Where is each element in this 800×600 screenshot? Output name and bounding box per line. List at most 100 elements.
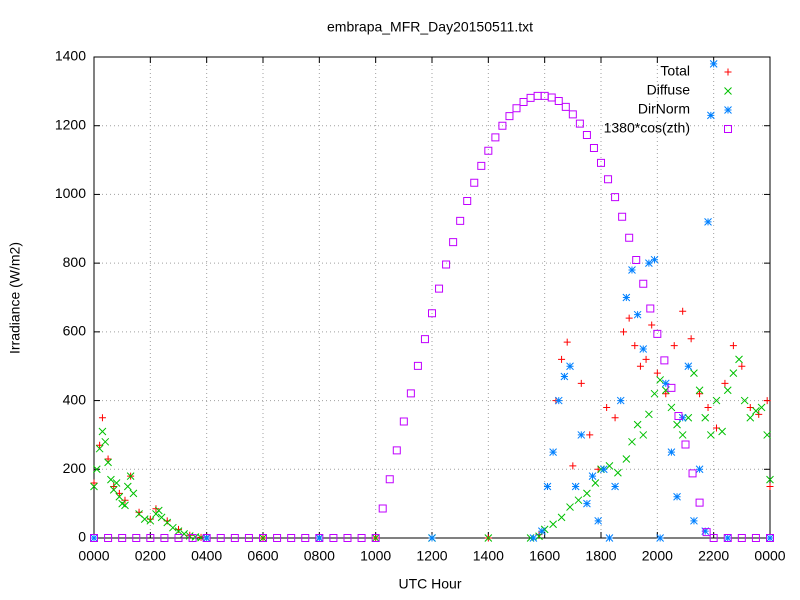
data-point [202,534,211,542]
data-point [721,379,729,387]
data-point [645,259,653,267]
data-point [690,516,698,525]
data-point [735,355,743,364]
data-point [216,534,225,542]
data-point [622,455,631,463]
y-tick-label: 1000 [55,185,86,201]
data-point [529,534,538,542]
data-point [123,482,132,491]
data-point [98,414,106,422]
data-point [706,431,715,439]
data-point [519,98,528,107]
data-point [115,492,124,501]
data-point [766,475,774,484]
data-point [599,465,608,474]
data-point [112,479,121,487]
data-point [329,534,338,542]
data-point [684,362,693,371]
data-point [357,534,366,542]
data-point [622,293,631,302]
data-point [611,482,619,491]
data-point [625,314,633,322]
data-point [701,527,710,535]
data-point [104,534,113,542]
data-point [574,496,583,505]
data-point [121,501,129,510]
y-tick-label: 400 [63,391,87,407]
data-point [709,60,718,68]
data-point [90,479,98,487]
x-tick-label: 1000 [360,548,391,564]
data-point [537,527,546,535]
data-point [104,455,112,463]
data-point [729,369,738,377]
data-point [484,146,493,155]
data-point [385,475,394,484]
data-point [611,414,619,422]
data-point [588,472,597,481]
data-point [566,362,574,371]
data-point [639,431,648,439]
legend-marker [724,87,732,95]
data-point [547,93,556,102]
data-point [577,379,585,387]
chart-title: embrapa_MFR_Day20150511.txt [327,19,533,35]
data-point [146,534,155,542]
x-tick-label: 1800 [585,548,616,564]
data-point [98,427,107,436]
legend-marker [724,106,732,114]
data-point [442,260,451,269]
data-point [695,498,704,507]
data-point [575,119,584,128]
data-point [681,440,690,449]
data-point [428,309,436,318]
x-tick-label: 0200 [135,548,166,564]
data-point [687,335,695,343]
data-point [152,505,160,513]
data-point [662,390,670,398]
data-point [558,355,566,363]
data-point [126,472,135,481]
x-tick-label: 2000 [642,548,673,564]
data-point [533,91,542,100]
data-point [631,342,639,350]
data-point [563,338,571,346]
data-point [526,93,535,102]
data-point [738,362,746,370]
data-point [273,534,282,542]
data-point [577,431,586,439]
data-point [449,238,458,247]
data-point [392,446,401,455]
data-point [259,534,267,542]
data-point [746,413,755,422]
data-point [586,431,594,439]
data-point [456,216,465,225]
data-point [259,534,267,542]
data-point [653,329,662,338]
legend-marker [724,125,732,133]
x-tick-label: 0000 [78,548,109,564]
y-axis-label: Irradiance (W/m2) [7,242,23,354]
data-point [696,390,704,398]
data-point [160,534,169,542]
data-point [470,178,479,187]
y-tick-label: 0 [78,529,86,545]
data-point [661,379,670,388]
y-tick-label: 1200 [55,116,86,132]
x-tick-label: 0800 [304,548,335,564]
data-point [642,355,650,363]
data-point [684,413,693,422]
data-point [679,307,687,315]
data-point [712,396,721,405]
data-point [90,534,98,542]
data-point [633,310,642,319]
data-point [763,431,772,439]
data-point [591,479,600,487]
data-point [557,513,566,522]
data-point [670,342,678,350]
data-point [639,345,648,353]
legend-label: DirNorm [638,101,690,117]
data-point [678,413,687,422]
data-point [620,328,628,336]
